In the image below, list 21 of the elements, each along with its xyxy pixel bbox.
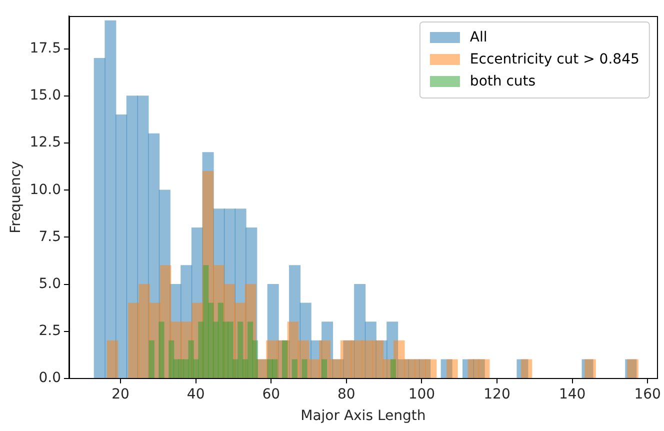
y-axis-title: Frequency <box>8 161 24 234</box>
y-tick-label: 12.5 <box>30 134 61 151</box>
y-tick-label: 0.0 <box>38 370 61 386</box>
x-tick-label: 60 <box>262 386 280 402</box>
x-tick-label: 120 <box>484 386 510 402</box>
y-tick-label: 5.0 <box>38 276 61 292</box>
legend-label: All <box>470 30 488 46</box>
y-tick-label: 2.5 <box>38 322 61 339</box>
x-tick-label: 20 <box>112 386 130 402</box>
legend-label: Eccentricity cut > 0.845 <box>470 52 640 68</box>
x-tick-label: 160 <box>634 386 661 402</box>
y-tick-label: 15.0 <box>30 88 61 104</box>
legend-label: both cuts <box>470 74 536 90</box>
x-tick-label: 100 <box>408 386 436 402</box>
x-tick-label: 140 <box>558 386 586 402</box>
y-tick-label: 7.5 <box>38 228 61 245</box>
x-axis-title: Major Axis Length <box>300 408 426 424</box>
x-tick-label: 80 <box>338 386 356 402</box>
y-tick-label: 10.0 <box>30 182 61 198</box>
y-tick-label: 17.5 <box>30 40 61 57</box>
x-tick-label: 40 <box>186 386 205 402</box>
